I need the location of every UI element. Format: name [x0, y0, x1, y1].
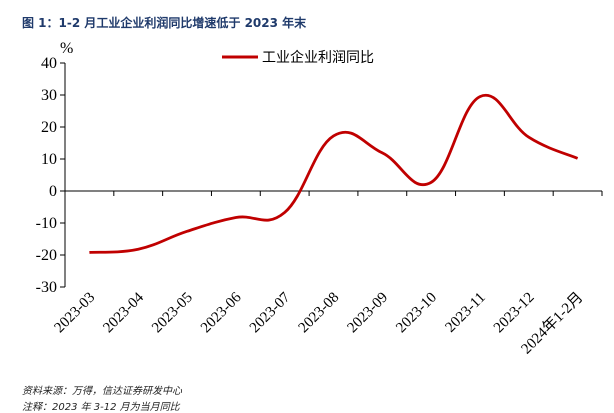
x-tick-label: 2023-05: [149, 290, 196, 337]
y-tick-label: 20: [41, 119, 57, 136]
x-tick-label: 2023-03: [52, 290, 99, 337]
y-tick-label: 0: [49, 183, 57, 200]
y-tick-label: 30: [41, 87, 57, 104]
x-tick-label: 2023-08: [296, 290, 343, 337]
x-tick-label: 2023-06: [198, 289, 245, 336]
x-tick-label: 2023-07: [247, 289, 294, 336]
y-axis-label: %: [60, 40, 73, 57]
y-tick-label: -30: [36, 279, 57, 296]
x-tick-label: 2023-11: [443, 290, 489, 336]
source-note: 资料来源：万得，信达证券研发中心: [22, 382, 182, 397]
x-tick-label: 2023-12: [491, 290, 538, 337]
y-tick-label: -20: [36, 247, 57, 264]
series-layer: [89, 95, 577, 252]
y-tick-label: 40: [41, 55, 57, 72]
x-tick-label: 2023-10: [393, 290, 440, 337]
x-tick-label: 2023-09: [344, 290, 391, 337]
y-tick-label: -10: [36, 215, 57, 232]
y-tick-label: 10: [41, 151, 57, 168]
y-axis: -30 -20 -10 0 10 20 30 40: [36, 55, 65, 296]
footnote: 注释：2023 年 3-12 月为当月同比: [22, 398, 180, 413]
x-tick-label: 2023-04: [100, 289, 147, 336]
legend-label: 工业企业利润同比: [262, 49, 374, 66]
legend: 工业企业利润同比: [222, 49, 374, 66]
series-line: [89, 95, 577, 252]
